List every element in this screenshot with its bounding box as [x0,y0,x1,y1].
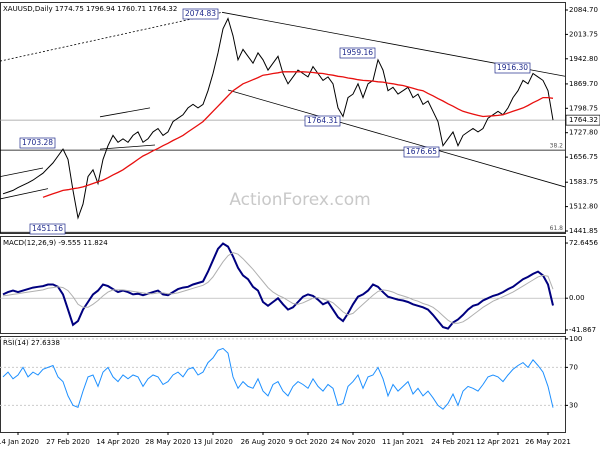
annotation: 1764.31 [307,116,338,125]
trend-line [227,89,566,188]
x-tick-label: 14 Apr 2020 [96,438,139,446]
current-price-label: 1764.32 [569,116,598,124]
annotation-box [304,115,341,127]
y-tick-label: 1441.85 [569,227,598,235]
level-label: 38.2 [550,143,564,150]
trend-line [0,188,49,200]
x-tick-label: 28 May 2020 [145,438,191,446]
annotation: 1676.65 [406,147,437,156]
annotation-box [494,62,531,74]
x-tick-label: 24 Nov 2020 [331,438,376,446]
y-tick-label: 1942.80 [569,55,598,63]
trend-line [0,11,223,62]
series-line [2,242,554,330]
annotation: 1703.28 [22,138,53,147]
trend-line [0,167,44,178]
level-label: 61.8 [550,225,564,232]
series-line [2,17,554,220]
y-tick-label: 1798.75 [569,104,598,112]
x-tick-label: 12 Apr 2021 [476,438,519,446]
y-tick-label: 2084.70 [569,6,598,14]
panel-frame [0,236,566,334]
panel-frame [0,2,566,234]
y-tick-label: 1727.80 [569,129,598,137]
y-tick-label: 30 [569,401,578,409]
trend-line [99,107,151,118]
panel-title: RSI(14) 27.6338 [3,339,60,347]
panel-title: XAUUSD,Daily 1774.75 1796.94 1760.71 176… [3,5,177,13]
x-tick-label: 26 Aug 2020 [241,438,286,446]
y-tick-label: 2013.75 [569,30,598,38]
trend-line [99,144,156,150]
annotation: 1959.16 [342,48,373,57]
y-tick-label: -41.867 [569,326,596,334]
panel-frame [0,336,566,433]
y-tick-label: 1869.70 [569,80,598,88]
y-tick-label: 72.6456 [569,239,598,247]
series-line [42,71,554,198]
y-tick-label: 70 [569,363,578,371]
x-tick-label: 11 Jan 2021 [382,438,424,446]
annotation-box [403,146,440,158]
y-tick-label: 100 [569,335,582,343]
x-tick-label: 27 Feb 2020 [46,438,90,446]
annotation: 1916.30 [497,63,528,72]
current-price-box [565,114,600,126]
y-tick-label: 1512.80 [569,203,598,211]
annotation: 1451.16 [32,224,63,233]
x-tick-label: 26 May 2021 [525,438,571,446]
annotation-box [339,47,376,59]
x-tick-label: 24 Feb 2021 [431,438,475,446]
annotation-box [182,8,219,20]
x-tick-label: 9 Oct 2020 [289,438,328,446]
annotation: 2074.83 [185,9,216,18]
annotation-box [19,137,56,149]
series-line [2,252,554,324]
y-tick-label: 1583.75 [569,178,598,186]
x-tick-label: 13 Jul 2020 [193,438,233,446]
series-line [2,347,554,410]
panel-title: MACD(12,26,9) -9.555 11.824 [3,239,108,247]
y-tick-label: 1656.75 [569,153,598,161]
annotation-box [29,223,66,235]
y-tick-label: 0.00 [569,294,585,302]
watermark: ActionForex.com [229,190,370,210]
x-tick-label: 14 Jan 2020 [0,438,39,446]
